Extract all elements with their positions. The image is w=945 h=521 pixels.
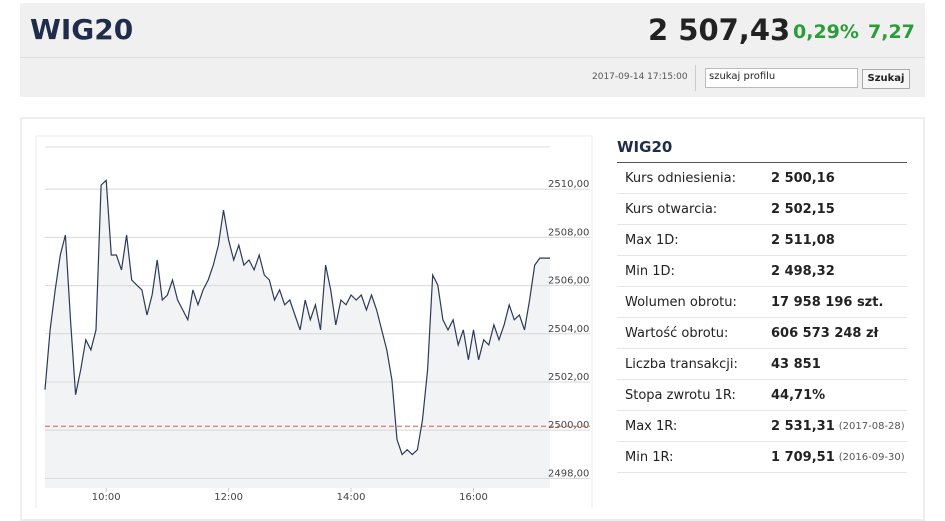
y-tick-label: 2498,00 [548, 468, 589, 479]
stat-value: 2 498,32 [771, 263, 835, 279]
separator [695, 65, 696, 91]
price-line [44, 178, 550, 456]
chart-frame [35, 135, 593, 508]
search-input[interactable]: szukaj profilu [705, 68, 858, 88]
change-pct: 0,29% [793, 21, 859, 43]
stat-label: Max 1R: [625, 418, 678, 434]
x-tick-label: 16:00 [459, 492, 488, 503]
stats-row: Kurs odniesienia: 2 500,16 [617, 163, 907, 194]
stat-date: (2016-09-30) [838, 451, 905, 463]
stats-row: Min 1R: 1 709,51 (2016-09-30) [617, 442, 907, 473]
stat-value: 43 851 [771, 356, 821, 372]
title: WIG20 [30, 13, 134, 46]
y-tick-label: 2510,00 [548, 179, 589, 190]
x-tick-label: 12:00 [214, 492, 243, 503]
stat-value: 606 573 248 zł [771, 325, 879, 341]
timestamp: 2017-09-14 17:15:00 [592, 72, 688, 82]
stat-value: 17 958 196 szt. [771, 294, 884, 310]
stat-value: 44,71% [771, 387, 826, 403]
stats-row: Wolumen obrotu: 17 958 196 szt. [617, 287, 907, 318]
header: WIG20 2 507,43 0,29% 7,27 2017-09-14 17:… [20, 3, 925, 97]
stat-label: Max 1D: [625, 232, 679, 248]
stat-date: (2017-08-28) [838, 420, 905, 432]
y-tick-label: 2504,00 [548, 324, 589, 335]
stats-row: Max 1D: 2 511,08 [617, 225, 907, 256]
stat-label: Wolumen obrotu: [625, 294, 737, 310]
page: WIG20 2 507,43 0,29% 7,27 2017-09-14 17:… [20, 3, 925, 521]
stats-row: Wartość obrotu: 606 573 248 zł [617, 318, 907, 349]
stats-row: Stopa zwrotu 1R: 44,71% [617, 380, 907, 411]
stat-label: Kurs odniesienia: [625, 170, 737, 186]
stat-value: 2 502,15 [771, 201, 835, 217]
x-tick-label: 14:00 [337, 492, 366, 503]
stat-value: 2 500,16 [771, 170, 835, 186]
stat-label: Min 1R: [625, 449, 674, 465]
stat-value: 2 531,31 [771, 418, 835, 434]
x-tick-label: 10:00 [92, 492, 121, 503]
y-tick-label: 2508,00 [548, 227, 589, 238]
y-tick-label: 2500,00 [548, 420, 589, 431]
stat-label: Liczba transakcji: [625, 356, 738, 372]
stats-title: WIG20 [617, 135, 907, 163]
divider [20, 57, 925, 58]
stat-label: Min 1D: [625, 263, 675, 279]
chart: 2498,00 2500,00 2502,00 2504,00 2506,00 2508,… [35, 135, 593, 508]
y-tick-label: 2502,00 [548, 372, 589, 383]
stat-label: Stopa zwrotu 1R: [625, 387, 736, 403]
stat-value: 1 709,51 [771, 449, 835, 465]
stat-value: 2 511,08 [771, 232, 835, 248]
price: 2 507,43 [648, 13, 791, 47]
stats-row: Liczba transakcji: 43 851 [617, 349, 907, 380]
stats-row: Max 1R: 2 531,31 (2017-08-28) [617, 411, 907, 442]
stat-label: Wartość obrotu: [625, 325, 729, 341]
search-button[interactable]: Szukaj [862, 69, 910, 89]
y-tick-label: 2506,00 [548, 276, 589, 287]
stats-panel: WIG20 Kurs odniesienia: 2 500,16 Kurs otwa… [617, 135, 907, 473]
change: 7,27 [868, 21, 915, 43]
stat-label: Kurs otwarcia: [625, 201, 718, 217]
stats-row: Min 1D: 2 498,32 [617, 256, 907, 287]
stats-row: Kurs otwarcia: 2 502,15 [617, 194, 907, 225]
